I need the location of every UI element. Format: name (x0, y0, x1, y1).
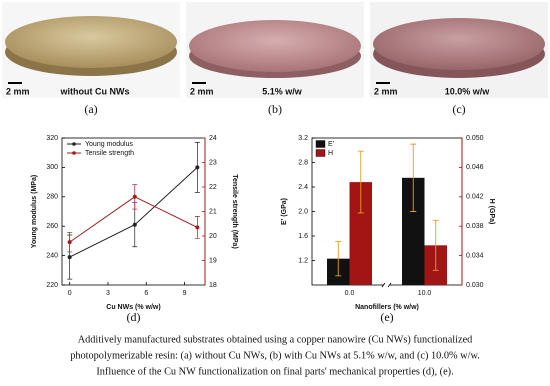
photo-a (2, 2, 180, 98)
y2-tick-label: 0.050 (466, 135, 484, 142)
x-tick-label: 3 (106, 290, 110, 297)
x-tick-label: 9 (183, 290, 187, 297)
scale-bar: 2 mm (190, 86, 214, 96)
scale-bar: 2 mm (6, 86, 30, 96)
axis-break (381, 282, 392, 288)
y-tick-label: 240 (46, 252, 58, 259)
y-tick-label: 220 (46, 282, 58, 289)
y-tick-label: 2.4 (298, 184, 308, 191)
y-tick-label: 320 (46, 135, 58, 142)
y2-tick-label: 22 (209, 184, 217, 191)
legend-label: Young modulus (85, 141, 134, 148)
y2-tick-label: 18 (209, 282, 217, 289)
y2-tick-label: 21 (209, 208, 217, 215)
series-line (69, 196, 198, 243)
legend-label: H (328, 150, 333, 157)
y-axis-label: Young modulus (MPa) (31, 175, 38, 248)
y-tick-label: 1.6 (298, 233, 308, 240)
y-tick-label: 260 (46, 223, 58, 230)
x-tick-label: 0 (68, 290, 72, 297)
y2-tick-label: 24 (209, 135, 217, 142)
legend-swatch (315, 149, 326, 157)
point (195, 225, 200, 230)
panel-label: (e) (380, 310, 393, 324)
legend-label: E' (328, 141, 334, 148)
x-tick-label: 10.0 (418, 290, 432, 297)
y-tick-label: 300 (46, 164, 58, 171)
legend-label: Tensile strength (85, 150, 134, 157)
y-axis-label: E' (GPa) (281, 198, 288, 225)
error-bar (432, 219, 439, 271)
panel-label: (d) (127, 310, 141, 324)
photo-label: 5.1% w/w (262, 86, 303, 96)
y-tick-label: 2.8 (298, 159, 308, 166)
point (132, 222, 137, 227)
y2-tick-label: 0.034 (466, 252, 484, 259)
y-tick-label: 1.2 (298, 257, 308, 264)
x-axis-label: Nanofillers (% w/w) (355, 304, 419, 311)
y2-tick-label: 19 (209, 257, 217, 264)
point (132, 194, 137, 199)
y2-tick-label: 20 (209, 233, 217, 240)
point (195, 165, 200, 170)
error-bar (410, 143, 417, 212)
series-line (69, 167, 198, 258)
y-tick-label: 280 (46, 194, 58, 201)
photo-b (186, 2, 364, 98)
caption-line: photopolymerizable resin: (a) without Cu… (70, 350, 480, 361)
point (67, 240, 72, 245)
x-tick-label: 0.0 (345, 290, 355, 297)
legend-marker (72, 151, 76, 155)
x-axis-label: Cu NWs (% w/w) (106, 304, 160, 311)
y2-tick-label: 0.046 (466, 164, 484, 171)
x-tick-label: 6 (144, 290, 148, 297)
caption-line: Influence of the Cu NW functionalization… (96, 366, 453, 377)
bar (349, 182, 372, 285)
error-bar (357, 150, 364, 214)
panel-label: (c) (452, 102, 465, 116)
point (67, 255, 72, 260)
y2-axis-label: H (GPa) (488, 199, 495, 225)
plot-frame (61, 137, 206, 286)
y2-tick-label: 0.030 (466, 282, 484, 289)
legend-marker (72, 142, 76, 146)
y-tick-label: 3.2 (298, 135, 308, 142)
bar (402, 177, 425, 285)
panel-label: (b) (268, 102, 282, 116)
y2-tick-label: 0.042 (466, 194, 484, 201)
legend-swatch (315, 140, 326, 148)
caption-line: Additively manufactured substrates obtai… (78, 334, 473, 345)
photo-label: 10.0% w/w (445, 86, 491, 96)
photo-label: without Cu NWs (60, 86, 130, 96)
panel-label: (a) (84, 102, 97, 116)
scale-bar: 2 mm (374, 86, 398, 96)
y2-axis-label: Tensile strength (MPa) (231, 174, 238, 249)
error-bar (335, 241, 342, 277)
photo-c (370, 2, 548, 98)
y-tick-label: 2.0 (298, 208, 308, 215)
axis-break (384, 282, 390, 288)
y2-tick-label: 0.038 (466, 223, 484, 230)
y2-tick-label: 23 (209, 159, 217, 166)
